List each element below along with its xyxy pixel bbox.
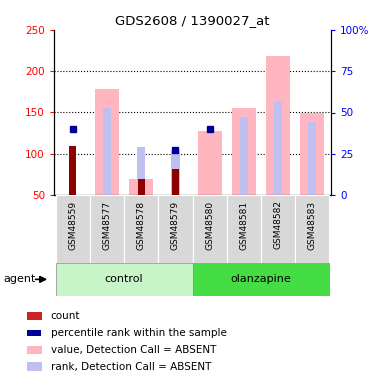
Bar: [300, 112, 324, 195]
Bar: [95, 89, 119, 195]
Bar: [27, 330, 40, 336]
Bar: [27, 363, 42, 370]
Text: agent: agent: [4, 274, 36, 284]
Bar: [129, 178, 153, 195]
Bar: [55, 262, 192, 296]
Bar: [124, 195, 158, 262]
Title: GDS2608 / 1390027_at: GDS2608 / 1390027_at: [115, 15, 270, 27]
Text: olanzapine: olanzapine: [231, 274, 291, 284]
Bar: [138, 178, 144, 195]
Bar: [192, 262, 330, 296]
Text: percentile rank within the sample: percentile rank within the sample: [51, 328, 227, 338]
Bar: [158, 195, 192, 262]
Bar: [261, 195, 295, 262]
Text: GSM48580: GSM48580: [205, 200, 214, 249]
Bar: [266, 56, 290, 195]
Text: GSM48577: GSM48577: [102, 200, 111, 249]
Text: GSM48579: GSM48579: [171, 200, 180, 249]
Bar: [27, 346, 42, 354]
Text: GSM48583: GSM48583: [308, 200, 317, 249]
Bar: [232, 108, 256, 195]
Bar: [227, 195, 261, 262]
Bar: [103, 108, 111, 195]
Bar: [55, 195, 90, 262]
Text: GSM48581: GSM48581: [239, 200, 248, 249]
Bar: [137, 147, 146, 195]
Bar: [274, 102, 282, 195]
Bar: [308, 122, 316, 195]
Text: count: count: [51, 311, 80, 321]
Bar: [239, 117, 248, 195]
Bar: [198, 132, 222, 195]
Bar: [295, 195, 330, 262]
Bar: [192, 195, 227, 262]
Bar: [90, 195, 124, 262]
Bar: [171, 151, 179, 195]
Text: value, Detection Call = ABSENT: value, Detection Call = ABSENT: [51, 345, 216, 355]
Bar: [27, 312, 42, 320]
Bar: [69, 146, 76, 195]
Text: control: control: [105, 274, 143, 284]
Text: rank, Detection Call = ABSENT: rank, Detection Call = ABSENT: [51, 362, 211, 372]
Text: GSM48559: GSM48559: [68, 200, 77, 249]
Text: GSM48578: GSM48578: [137, 200, 146, 249]
Bar: [172, 169, 179, 195]
Text: GSM48582: GSM48582: [274, 200, 283, 249]
